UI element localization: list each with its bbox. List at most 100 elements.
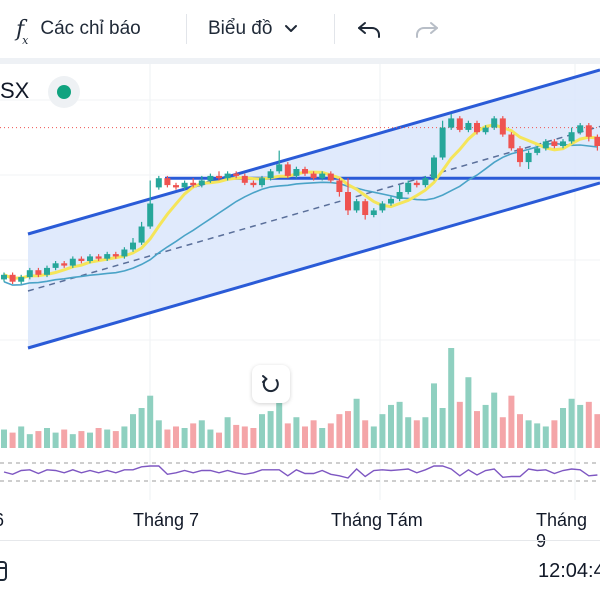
candle [181,180,188,190]
candle-body [465,123,472,130]
undo-button[interactable] [356,0,382,58]
candles [1,113,600,284]
volume-bar [241,426,248,448]
candle [594,134,600,151]
candle-body [551,141,558,146]
volume-bar [465,377,472,448]
symbol-ticker[interactable]: SX [0,78,30,103]
candle-body [207,175,214,181]
volume-bar [482,404,489,448]
candle [112,251,119,259]
volume-bar [250,428,257,448]
volume-bar [1,429,7,448]
candle [190,178,197,188]
redo-button[interactable] [414,0,440,58]
volume-bar [26,434,33,448]
volume-bar [173,426,179,448]
candle [370,208,377,218]
candle [551,139,558,149]
volume-bar [551,420,558,448]
calendar-icon[interactable] [0,558,10,584]
candle-body [431,157,437,179]
toolbar-divider [186,14,187,44]
volume-bar [44,428,50,448]
candle-body [327,173,334,181]
candle [130,238,136,252]
candle [233,171,240,179]
time-label: Tháng 9 [536,510,588,551]
candle-body [130,242,136,250]
candle [388,196,394,206]
price-chart[interactable] [0,64,600,500]
chart-type-button[interactable]: Biểu đồ [208,0,298,58]
footer-divider [0,540,600,541]
candle [52,261,59,271]
candle [293,166,300,179]
candle-body [259,178,265,186]
volume-bar [293,417,300,448]
volume-bar [112,431,119,448]
candle [310,171,317,181]
time-label: Tháng Tám [331,510,423,530]
candle [104,251,111,261]
candle-body [353,201,360,211]
candle-body [78,258,85,261]
candle [35,267,42,278]
candle-body [52,263,59,268]
candle-body [69,258,76,266]
volume-bar [18,426,25,448]
market-status-indicator[interactable] [48,76,80,108]
candle [474,120,480,135]
volume-bar [448,348,455,448]
candle-body [577,125,584,133]
candle [422,175,429,188]
volume-bar [78,431,85,448]
candle [465,120,472,133]
candle [405,180,412,195]
candle-body [198,180,205,186]
candle-body [233,173,240,176]
candle-body [224,173,231,179]
candle [284,162,291,179]
volume-bar [542,426,549,448]
candle-body [379,203,386,211]
candle-body [138,226,145,243]
volume-bar [362,420,369,448]
volume-bar [577,404,584,448]
candle-body [216,175,222,179]
candle [456,116,463,133]
candle [241,173,248,186]
volume-bar [353,398,360,448]
indicators-button[interactable]: fx Các chỉ báo [16,0,141,58]
candle [585,123,592,142]
candle-body [61,263,68,266]
candle-body [499,118,506,135]
candle-body [319,173,326,179]
channel-lower-line [27,181,600,350]
reset-chart-button[interactable] [252,365,290,403]
candle-body [190,182,197,186]
candle-body [95,256,102,259]
candle [18,274,25,284]
candle-body [370,210,377,215]
candle-body [482,127,489,133]
candle [44,265,50,278]
volume-bar [9,432,16,448]
candle [69,256,76,268]
volume-bar [431,383,437,448]
volume-bar [413,420,420,448]
toolbar-divider-bar [0,58,600,64]
volume-bar [585,401,592,448]
candle-body [173,185,179,188]
status-dot [57,85,71,99]
candle-body [241,175,248,183]
clock-time: 12:04:4 [538,560,600,582]
candle-body [1,274,7,280]
candle [439,120,446,160]
candle-body [542,141,549,149]
time-label: Tháng 7 [133,510,200,530]
candle [250,180,257,188]
toolbar-divider [334,14,335,44]
candle-body [439,127,446,158]
candle-body [9,274,16,282]
